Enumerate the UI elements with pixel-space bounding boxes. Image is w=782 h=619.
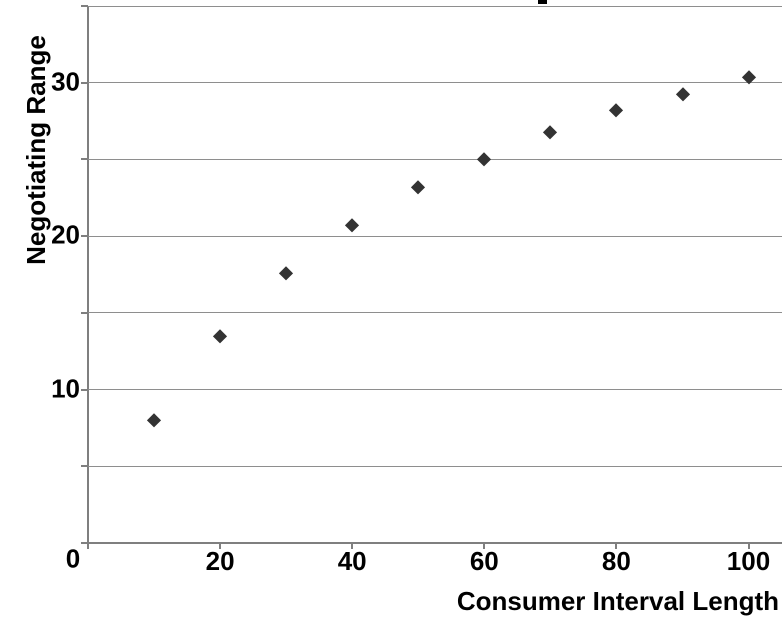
origin-tick-label: 0: [65, 543, 81, 574]
y-gridline: [88, 5, 782, 7]
y-tick-mark: [81, 542, 88, 544]
y-tick-mark: [81, 311, 88, 314]
y-tick-mark: [81, 235, 88, 238]
truncated-title-fragment: [538, 0, 547, 4]
x-tick-mark: [219, 543, 222, 549]
data-point: [147, 413, 161, 428]
y-gridline: [88, 465, 782, 467]
y-gridline: [88, 158, 782, 160]
data-point: [477, 152, 492, 167]
data-point: [411, 180, 426, 194]
y-tick-mark: [81, 5, 88, 7]
x-tick-label: 40: [337, 546, 367, 576]
data-point: [543, 125, 558, 139]
y-tick-mark: [81, 388, 88, 391]
y-tick-label: 10: [51, 372, 80, 403]
x-axis-line: [81, 542, 782, 544]
x-tick-mark: [747, 543, 750, 549]
y-tick-label: 30: [51, 65, 80, 96]
y-tick-mark: [81, 158, 88, 161]
y-gridline: [88, 312, 782, 314]
x-tick-mark: [351, 543, 354, 549]
y-axis-title: Negotiating Range: [21, 35, 51, 265]
x-tick-label: 60: [469, 546, 499, 576]
x-tick-label: 80: [601, 546, 631, 576]
x-tick-mark: [483, 543, 486, 549]
y-gridline: [88, 389, 782, 391]
y-gridline: [88, 82, 782, 84]
x-axis-title: Consumer Interval Length: [456, 586, 779, 616]
y-tick-label: 20: [51, 219, 80, 250]
data-point: [609, 103, 624, 118]
x-tick-label: 20: [205, 546, 235, 576]
data-point: [213, 329, 227, 343]
data-point: [675, 86, 690, 101]
y-axis-line: [87, 6, 89, 549]
y-tick-mark: [81, 81, 88, 84]
y-tick-mark: [81, 465, 88, 468]
x-tick-label: 100: [726, 546, 771, 576]
data-point: [279, 266, 293, 280]
y-gridline: [88, 235, 782, 237]
data-point: [345, 218, 359, 233]
x-tick-mark: [615, 543, 618, 549]
